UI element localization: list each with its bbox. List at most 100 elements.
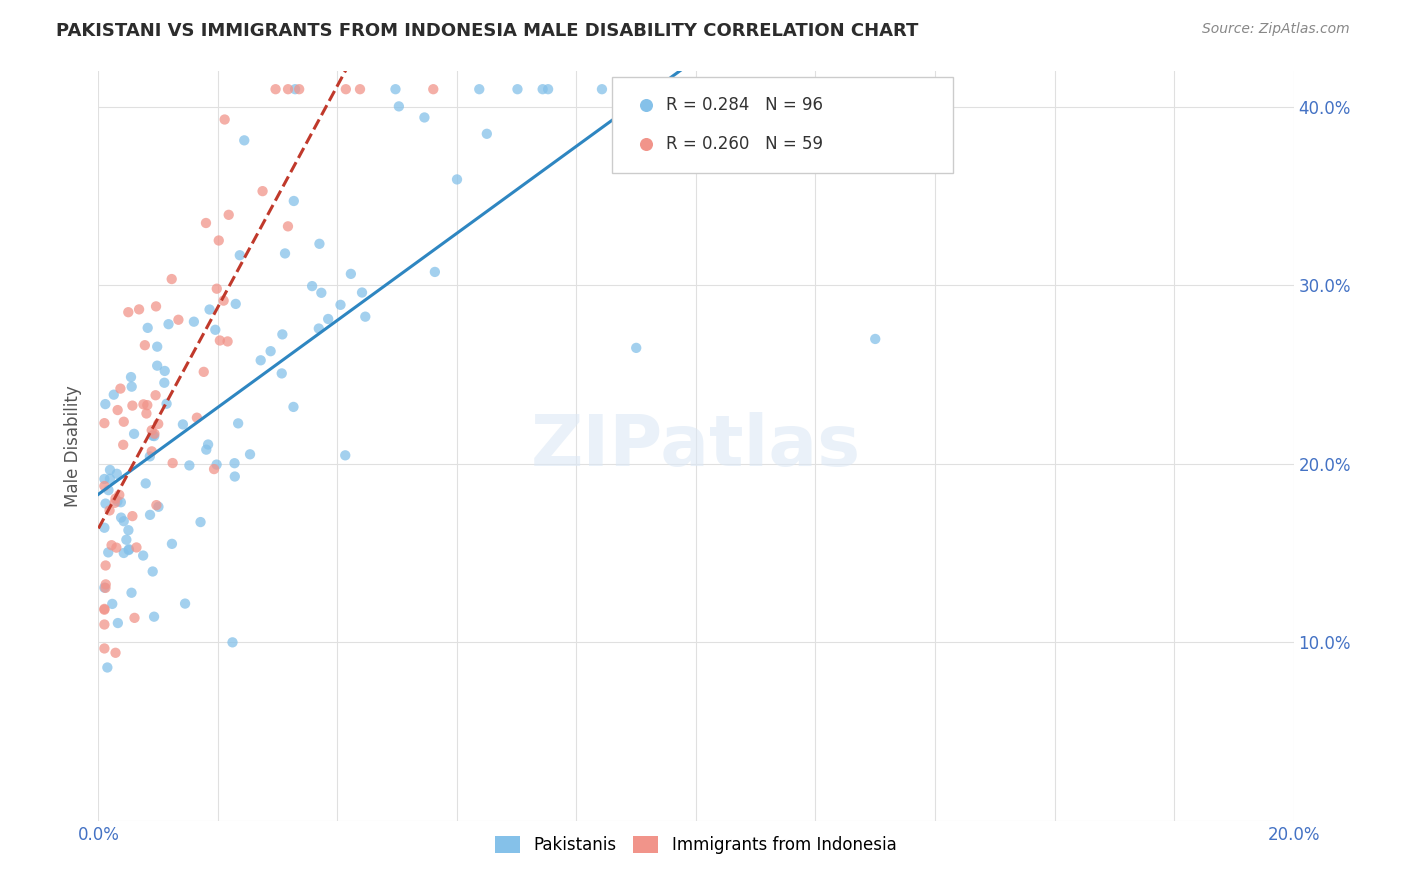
- Point: [233, 133, 256, 147]
- Point: [120, 370, 142, 384]
- Point: [208, 334, 231, 348]
- Point: [110, 495, 132, 509]
- Point: [94, 497, 117, 511]
- Point: [136, 321, 159, 335]
- Point: [274, 246, 297, 260]
- Point: [591, 82, 613, 96]
- Point: [128, 302, 150, 317]
- Y-axis label: Male Disability: Male Disability: [65, 385, 83, 507]
- Point: [97, 483, 120, 497]
- Point: [107, 615, 129, 630]
- Point: [104, 496, 127, 510]
- Point: [264, 82, 287, 96]
- Point: [311, 285, 333, 300]
- Point: [115, 533, 138, 547]
- Point: [93, 617, 115, 632]
- Point: [132, 549, 155, 563]
- Point: [146, 340, 169, 354]
- Point: [110, 510, 132, 524]
- Point: [125, 541, 148, 555]
- Point: [388, 99, 411, 113]
- Point: [229, 248, 252, 262]
- Point: [141, 423, 163, 437]
- Point: [160, 537, 183, 551]
- Point: [94, 397, 117, 411]
- Point: [167, 312, 190, 326]
- Point: [101, 597, 124, 611]
- Point: [107, 494, 129, 508]
- Point: [105, 541, 128, 555]
- Point: [132, 397, 155, 411]
- Point: [283, 194, 305, 208]
- Point: [384, 82, 406, 96]
- Point: [610, 86, 633, 100]
- Point: [609, 82, 631, 96]
- Point: [214, 112, 236, 127]
- Point: [153, 376, 176, 390]
- Point: [112, 514, 135, 528]
- Point: [139, 508, 162, 522]
- Point: [143, 429, 166, 443]
- Point: [94, 558, 117, 573]
- Text: R = 0.260   N = 59: R = 0.260 N = 59: [666, 135, 823, 153]
- Point: [446, 172, 468, 186]
- Point: [283, 400, 305, 414]
- Point: [93, 472, 115, 486]
- Point: [224, 469, 246, 483]
- Point: [193, 365, 215, 379]
- FancyBboxPatch shape: [613, 77, 953, 172]
- Point: [422, 82, 444, 96]
- Point: [110, 382, 132, 396]
- Text: Source: ZipAtlas.com: Source: ZipAtlas.com: [1202, 22, 1350, 37]
- Point: [221, 635, 243, 649]
- Point: [224, 456, 246, 470]
- Point: [135, 476, 157, 491]
- Point: [468, 82, 491, 96]
- Point: [288, 82, 311, 96]
- Point: [537, 82, 560, 96]
- Point: [249, 353, 271, 368]
- Point: [142, 565, 165, 579]
- Point: [93, 602, 115, 616]
- Point: [153, 364, 176, 378]
- Point: [195, 216, 218, 230]
- Point: [190, 515, 212, 529]
- Point: [121, 586, 143, 600]
- Point: [143, 426, 166, 441]
- Point: [198, 302, 221, 317]
- Point: [98, 463, 121, 477]
- Point: [148, 417, 170, 431]
- Point: [112, 415, 135, 429]
- Point: [117, 305, 139, 319]
- Point: [93, 521, 115, 535]
- Point: [308, 236, 330, 251]
- Point: [103, 387, 125, 401]
- Point: [155, 397, 177, 411]
- Point: [259, 344, 281, 359]
- Point: [112, 546, 135, 560]
- Point: [340, 267, 363, 281]
- Point: [105, 467, 128, 481]
- Point: [202, 462, 225, 476]
- Point: [308, 321, 330, 335]
- Point: [112, 438, 135, 452]
- Point: [735, 82, 758, 96]
- Point: [172, 417, 194, 432]
- Point: [118, 542, 141, 557]
- Point: [108, 488, 131, 502]
- Point: [121, 399, 143, 413]
- Point: [93, 581, 115, 595]
- Point: [208, 234, 231, 248]
- Point: [136, 398, 159, 412]
- Point: [277, 219, 299, 234]
- Point: [218, 208, 240, 222]
- Point: [160, 272, 183, 286]
- Point: [94, 577, 117, 591]
- Point: [98, 472, 121, 486]
- Point: [205, 282, 228, 296]
- Point: [205, 458, 228, 472]
- Point: [174, 597, 197, 611]
- Point: [139, 450, 162, 464]
- Point: [277, 82, 299, 96]
- Point: [148, 500, 170, 514]
